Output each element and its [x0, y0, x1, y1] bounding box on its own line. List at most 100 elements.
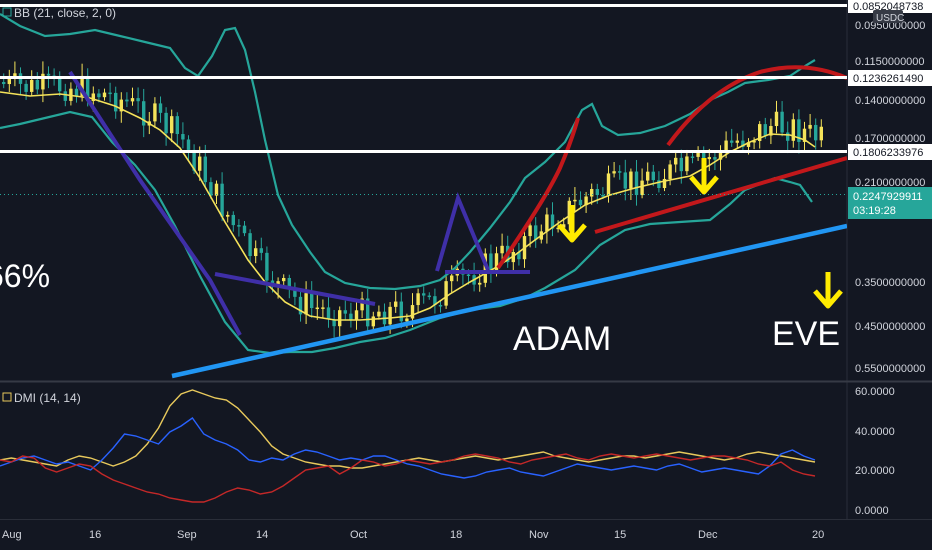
candle-body: [433, 296, 437, 306]
price-pane[interactable]: ADAM EVE 66%: [0, 4, 847, 379]
candle-body: [259, 248, 263, 253]
price-axis[interactable]: 0.0950000000 0.1150000000 0.1400000000 0…: [848, 0, 932, 517]
candle-body: [349, 313, 353, 320]
candle-body: [780, 111, 784, 133]
red-right-arc: [666, 65, 847, 147]
candle-body: [214, 183, 219, 196]
candle-body: [399, 301, 403, 322]
candle-body: [108, 92, 112, 95]
left-edge-percent: 66%: [0, 258, 50, 294]
price-tick: 0.1150000000: [855, 56, 925, 68]
candle-body: [634, 171, 639, 196]
candle-body: [360, 298, 364, 311]
candle-body: [786, 132, 790, 141]
candle-body: [713, 157, 717, 160]
legend-toggle-icon[interactable]: [2, 7, 12, 17]
blue-uptrend-line: [171, 223, 847, 379]
candle-body: [97, 93, 101, 98]
candle-body: [797, 119, 801, 142]
current-price-tag: [848, 187, 932, 219]
time-tick: Oct: [350, 529, 367, 541]
candle-body: [657, 180, 661, 189]
time-tick: 14: [256, 529, 268, 541]
candle-body: [500, 245, 504, 254]
candle-body: [136, 98, 140, 102]
candle-body: [130, 98, 135, 102]
candle-body: [601, 195, 605, 197]
dmi-legend[interactable]: DMI (14, 14): [2, 391, 81, 405]
candle-body: [511, 252, 515, 263]
dmi-pane[interactable]: [0, 389, 816, 503]
candle-body: [63, 91, 67, 101]
candle-body: [203, 156, 207, 183]
candle-body: [640, 180, 644, 196]
candle-body: [192, 149, 196, 171]
bb-legend[interactable]: BB (21, close, 2, 0): [2, 6, 116, 20]
price-tick: 0.2100000000: [855, 177, 925, 189]
candle-body: [450, 275, 454, 282]
level-label-box: [848, 70, 932, 86]
candle-body: [494, 253, 499, 271]
candle-body: [438, 305, 443, 307]
candle-body: [119, 99, 123, 112]
candle-body: [478, 282, 482, 285]
candle-body: [730, 140, 734, 143]
candle-body: [282, 277, 286, 282]
candle-body: [422, 293, 426, 296]
level-label-box: [848, 0, 932, 13]
candle-body: [724, 140, 728, 151]
candle-body: [573, 199, 577, 202]
candle-body: [696, 152, 700, 157]
candle-body: [287, 277, 291, 290]
candle-body: [629, 171, 633, 189]
dmi-tick: 20.0000: [855, 465, 895, 477]
candle-body: [674, 157, 678, 165]
candle-body: [164, 112, 168, 134]
candle-body: [556, 227, 560, 230]
candle-body: [489, 253, 493, 271]
arrow-down-icon: [689, 158, 719, 195]
candle-body: [321, 307, 325, 309]
candle-body: [80, 75, 84, 97]
candle-body: [646, 171, 650, 181]
dmi-tick: 60.0000: [855, 386, 895, 398]
candle-body: [735, 140, 739, 143]
candle-body: [567, 200, 571, 225]
bollinger-basis: [0, 91, 816, 321]
candle-body: [142, 101, 146, 126]
candle-body: [606, 173, 611, 196]
candle-body: [595, 188, 599, 196]
candle-body: [220, 183, 224, 217]
legend-toggle-icon[interactable]: [2, 392, 12, 402]
candle-body: [237, 225, 241, 227]
candle-body: [679, 157, 683, 172]
candle-body: [354, 310, 359, 320]
candle-body: [186, 139, 191, 150]
candle-body: [528, 225, 532, 237]
candle-body: [534, 225, 538, 240]
dmi-series: [0, 389, 816, 503]
time-tick: Dec: [698, 529, 718, 541]
level-label-2: 0.1236261490: [853, 73, 923, 85]
price-tick: 0.0950000000: [855, 20, 925, 32]
candle-body: [24, 83, 28, 92]
candle-body: [231, 214, 235, 226]
minus-di-line: [0, 453, 816, 503]
candle-body: [769, 126, 773, 136]
candle-body: [651, 171, 655, 181]
price-tick: 0.4500000000: [855, 321, 925, 333]
candle-body: [791, 119, 795, 141]
candle-body: [86, 75, 90, 102]
candle-body: [763, 124, 767, 136]
time-axis[interactable]: Aug 16 Sep 14 Oct 18 Nov 15 Dec 20: [2, 529, 824, 541]
candle-body: [293, 289, 297, 297]
price-tick: 0.5500000000: [855, 363, 925, 375]
candle-body: [819, 126, 823, 141]
candle-body: [690, 156, 695, 158]
candle-body: [332, 319, 336, 327]
time-tick: 16: [89, 529, 101, 541]
candle-body: [153, 103, 157, 122]
candle-body: [416, 293, 420, 306]
candle-body: [741, 140, 745, 147]
candle-body: [41, 73, 45, 90]
